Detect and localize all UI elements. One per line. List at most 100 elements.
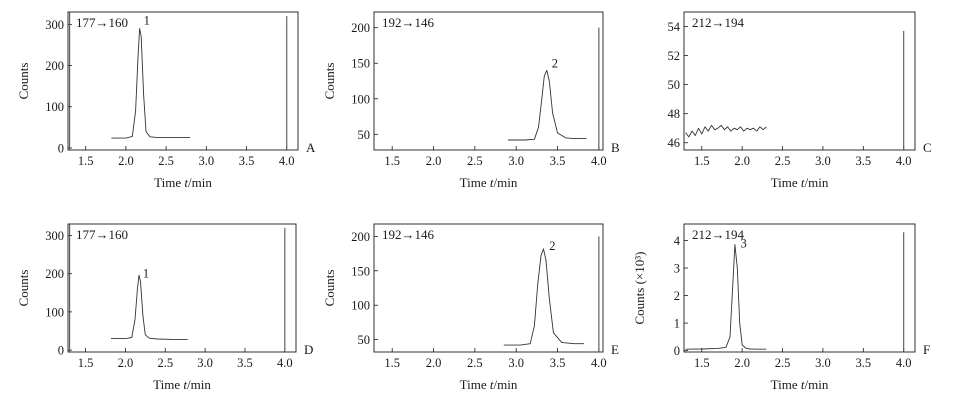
y-tick-label: 3 — [674, 262, 680, 276]
y-tick-label: 100 — [45, 305, 64, 319]
panel-b: 1.5 2.0 2.5 3.0 3.5 4.0 50 100 150 200 2 192→146 Tim… — [322, 11, 620, 190]
x-tick-label: 4.0 — [896, 154, 912, 168]
y-tick-label: 0 — [674, 344, 680, 358]
chromatogram-trace — [507, 69, 587, 141]
y-tick-label: 4 — [674, 234, 681, 248]
y-tick-label: 150 — [351, 57, 370, 71]
x-axis-label: Time t/min — [153, 377, 211, 392]
y-tick-label: 50 — [358, 128, 371, 142]
chromatogram-trace — [685, 244, 767, 350]
y-tick-label: 100 — [351, 92, 370, 106]
x-tick-label: 3.0 — [197, 356, 213, 370]
peak-label: 3 — [741, 236, 747, 250]
x-tick-label: 3.5 — [855, 356, 871, 370]
panel-letter: A — [306, 140, 316, 155]
x-tick-label: 1.5 — [78, 356, 94, 370]
panel-letter: C — [923, 140, 932, 155]
plot-frame — [67, 11, 299, 151]
x-tick-label: 1.5 — [694, 356, 710, 370]
panel-title: 192→146 — [382, 227, 435, 242]
x-tick-label: 3.0 — [508, 154, 524, 168]
x-tick-label: 3.5 — [855, 154, 871, 168]
x-tick-label: 1.5 — [384, 154, 400, 168]
x-axis-label: Time t/min — [460, 377, 518, 392]
x-tick-label: 2.5 — [158, 154, 174, 168]
plot-frame — [683, 223, 916, 353]
chromatogram-trace — [685, 124, 767, 138]
x-tick-label: 4.0 — [279, 154, 295, 168]
y-tick-label: 54 — [668, 20, 681, 34]
y-tick-label: 150 — [351, 264, 370, 278]
y-tick-label: 46 — [668, 136, 681, 150]
panel-letter: E — [611, 342, 619, 357]
x-tick-label: 3.0 — [508, 356, 524, 370]
x-tick-label: 2.0 — [426, 356, 442, 370]
y-tick-label: 0 — [58, 344, 64, 358]
y-tick-label: 300 — [45, 229, 64, 243]
peak-label: 1 — [143, 266, 149, 280]
y-axis-label: Counts — [322, 63, 337, 100]
x-tick-label: 2.5 — [467, 154, 483, 168]
peak-label: 1 — [144, 13, 150, 27]
x-tick-label: 1.5 — [694, 154, 710, 168]
peak-label: 2 — [549, 239, 555, 253]
chromatogram-trace — [503, 248, 584, 346]
panel-letter: B — [611, 140, 620, 155]
panel-title: 192→146 — [382, 15, 435, 30]
x-tick-label: 1.5 — [78, 154, 94, 168]
y-tick-label: 200 — [351, 21, 370, 35]
x-tick-label: 2.0 — [734, 154, 750, 168]
y-axis-label: Counts — [322, 270, 337, 307]
panel-c: 1.5 2.0 2.5 3.0 3.5 4.0 46 48 50 52 54 212→194 Time … — [668, 11, 932, 190]
y-tick-label: 200 — [45, 267, 64, 281]
x-tick-label: 3.0 — [815, 154, 831, 168]
x-tick-label: 2.5 — [157, 356, 173, 370]
x-tick-label: 4.0 — [277, 356, 293, 370]
panel-title: 212→194 — [692, 15, 745, 30]
panel-a: 1.5 2.0 2.5 3.0 3.5 4.0 0 100 200 300 1 177→160 Time… — [16, 11, 316, 190]
plot-frame — [373, 11, 604, 151]
y-tick-label: 1 — [674, 317, 680, 331]
y-tick-label: 2 — [674, 289, 680, 303]
plot-frame — [67, 223, 297, 353]
x-axis-label: Time t/min — [460, 175, 518, 190]
x-tick-label: 3.5 — [550, 154, 566, 168]
x-tick-label: 3.0 — [815, 356, 831, 370]
x-axis-label: Time t/min — [154, 175, 212, 190]
y-tick-label: 48 — [668, 107, 681, 121]
x-tick-label: 2.0 — [118, 356, 134, 370]
x-tick-label: 3.5 — [239, 154, 255, 168]
chromatogram-trace — [111, 274, 188, 340]
x-tick-label: 2.5 — [775, 154, 791, 168]
panel-letter: F — [923, 342, 930, 357]
y-axis-label: Counts — [16, 63, 31, 100]
x-axis-label: Time t/min — [771, 175, 829, 190]
x-axis-label: Time t/min — [771, 377, 829, 392]
y-axis-label: Counts (×10³) — [632, 252, 647, 325]
y-tick-label: 50 — [358, 333, 371, 347]
y-tick-label: 52 — [668, 49, 681, 63]
x-tick-label: 2.5 — [775, 356, 791, 370]
y-axis-label: Counts — [16, 270, 31, 307]
chromatogram-trace — [111, 28, 191, 139]
x-tick-label: 4.0 — [896, 356, 912, 370]
x-tick-label: 1.5 — [384, 356, 400, 370]
y-tick-label: 100 — [45, 100, 64, 114]
panel-title: 177→160 — [76, 227, 128, 242]
x-tick-label: 4.0 — [591, 154, 607, 168]
y-tick-label: 50 — [668, 78, 681, 92]
x-tick-label: 2.0 — [426, 154, 442, 168]
panel-d: 1.5 2.0 2.5 3.0 3.5 4.0 0 100 200 300 1 177→160 Time… — [16, 223, 313, 392]
y-tick-label: 100 — [351, 299, 370, 313]
panel-letter: D — [304, 342, 313, 357]
panel-title: 212→194 — [692, 227, 745, 242]
peak-label: 2 — [552, 56, 558, 70]
x-tick-label: 4.0 — [591, 356, 607, 370]
y-tick-label: 300 — [45, 18, 64, 32]
x-tick-label: 2.0 — [734, 356, 750, 370]
y-tick-label: 200 — [45, 59, 64, 73]
panel-e: 1.5 2.0 2.5 3.0 3.5 4.0 50 100 150 200 2 192→146 Tim… — [322, 223, 619, 392]
x-tick-label: 3.5 — [550, 356, 566, 370]
